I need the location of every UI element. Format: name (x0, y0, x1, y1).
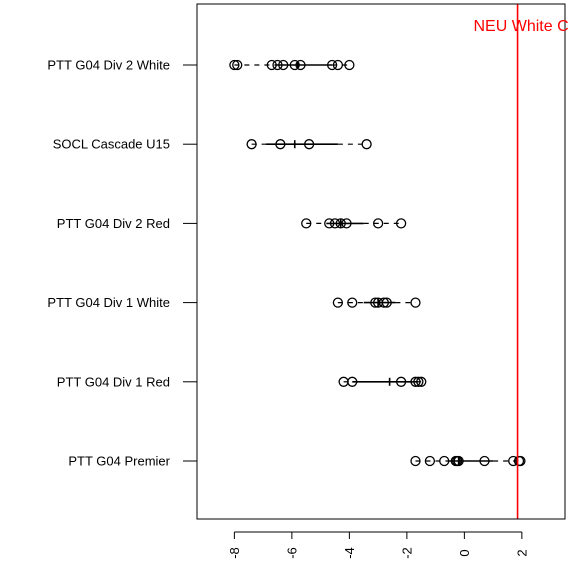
data-point (332, 297, 344, 308)
data-point (395, 376, 407, 387)
category-labels: PTT G04 Div 2 White SOCL Cascade U15 PTT G… (47, 58, 170, 469)
data-point (347, 376, 358, 387)
category-label: PTT G04 Premier (68, 454, 170, 469)
x-axis: -8 -6 -4 -2 0 2 (227, 531, 529, 559)
data-point (413, 376, 424, 387)
data-point (275, 139, 286, 150)
data-point (515, 455, 526, 467)
data-point (378, 297, 390, 308)
data-point (289, 59, 300, 71)
category-label: PTT G04 Div 2 Red (57, 216, 170, 231)
data-point (416, 376, 427, 387)
data-point (410, 455, 421, 467)
x-tick-label: -4 (342, 547, 357, 559)
plot-frame (196, 3, 566, 520)
data-point (329, 218, 341, 229)
data-point (453, 455, 464, 467)
data-point (344, 59, 355, 71)
data-point (246, 139, 257, 150)
data-point (232, 59, 243, 71)
category-label: PTT G04 Div 1 White (47, 295, 170, 310)
data-point (347, 297, 358, 308)
data-points (229, 59, 526, 467)
data-point (395, 218, 407, 229)
data-point (266, 59, 277, 71)
reference-label: NEU White C (474, 18, 569, 35)
data-point (301, 218, 312, 229)
data-point (410, 297, 421, 308)
x-tick-label: -8 (227, 547, 242, 559)
data-point (278, 59, 289, 71)
data-point (272, 59, 283, 71)
data-point (361, 139, 372, 150)
data-point (341, 218, 352, 229)
data-point (332, 59, 344, 71)
data-point (424, 455, 436, 467)
data-point (372, 218, 384, 229)
data-point (326, 59, 338, 71)
boxes (234, 61, 521, 465)
data-point (335, 218, 346, 229)
data-point (479, 455, 490, 467)
x-tick-label: -2 (399, 547, 414, 559)
category-label: PTT G04 Div 1 Red (57, 374, 170, 389)
x-tick-label: -6 (284, 547, 299, 559)
data-point (324, 218, 335, 229)
data-point (303, 139, 315, 150)
data-point (439, 455, 450, 467)
category-label: SOCL Cascade U15 (53, 137, 170, 152)
data-point (229, 59, 240, 71)
x-tick-label: 2 (514, 549, 529, 556)
category-label: PTT G04 Div 2 White (47, 58, 170, 73)
category-ticks (183, 64, 197, 462)
data-point (410, 376, 421, 387)
data-point (381, 297, 392, 308)
data-point (295, 59, 306, 71)
x-tick-label: 0 (457, 549, 472, 556)
